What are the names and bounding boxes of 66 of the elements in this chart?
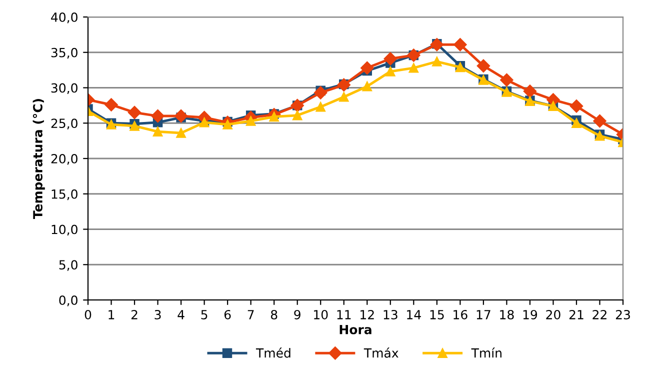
x-tick-label: 8	[270, 310, 278, 320]
point	[174, 109, 188, 123]
x-tick-label: 0	[84, 310, 92, 320]
x-tick-label: 3	[154, 310, 161, 320]
point	[454, 38, 467, 52]
x-tick-label: 19	[523, 310, 538, 320]
y-tick-label: 20,0	[51, 154, 78, 165]
point	[152, 126, 163, 136]
y-tick-label: 35,0	[51, 48, 78, 59]
x-tick-label: 11	[337, 310, 351, 320]
x-tick-label: 16	[454, 310, 468, 320]
y-tick-label: 40,0	[51, 12, 78, 24]
y-axis-title: Temperatura (°C)	[32, 99, 45, 219]
point	[151, 109, 164, 123]
point	[500, 73, 514, 87]
x-tick-label: 21	[569, 310, 584, 320]
x-tick-label: 14	[407, 310, 421, 320]
x-tick-label: 5	[201, 310, 208, 320]
point	[362, 81, 372, 92]
point	[176, 128, 186, 138]
legend-label: Tmáx	[364, 348, 398, 358]
point	[316, 102, 326, 112]
point	[432, 56, 442, 66]
point	[314, 86, 328, 100]
point	[337, 78, 350, 92]
x-tick-label: 10	[314, 310, 328, 320]
x-tick-label: 15	[430, 310, 444, 320]
legend-label: Tmín	[471, 348, 502, 358]
point	[386, 66, 396, 76]
y-tick-label: 0,0	[59, 295, 78, 306]
x-tick-label: 12	[360, 310, 374, 320]
point	[360, 61, 374, 75]
x-tick-label: 23	[616, 310, 630, 320]
x-tick-label: 2	[131, 310, 138, 320]
point	[104, 98, 118, 112]
x-tick-label: 22	[592, 310, 606, 320]
point	[128, 106, 142, 120]
point	[269, 112, 279, 122]
x-tick-label: 1	[108, 310, 114, 320]
point	[572, 118, 582, 128]
x-tick-label: 9	[294, 310, 300, 320]
x-axis-title: Hora	[340, 324, 372, 334]
y-tick-label: 30,0	[51, 83, 78, 94]
point	[408, 63, 419, 73]
x-tick-label: 4	[178, 310, 184, 320]
point	[384, 52, 397, 66]
x-tick-label: 13	[384, 310, 398, 320]
y-tick-label: 10,0	[52, 224, 78, 236]
point	[570, 100, 584, 113]
y-tick-label: 5,0	[59, 260, 78, 271]
y-tick-label: 15,0	[52, 189, 78, 200]
x-tick-label: 18	[500, 310, 514, 320]
point	[430, 38, 444, 52]
y-tick-label: 25,0	[51, 118, 78, 130]
x-tick-label: 20	[546, 310, 560, 320]
point	[130, 121, 140, 131]
point	[339, 92, 349, 102]
point	[523, 84, 537, 98]
x-tick-label: 7	[248, 310, 254, 320]
x-tick-label: 6	[224, 310, 231, 320]
point	[593, 114, 606, 128]
point	[476, 59, 490, 72]
x-tick-label: 17	[476, 310, 490, 320]
point	[292, 110, 302, 120]
legend-label: Tméd	[256, 348, 290, 358]
point	[246, 116, 256, 126]
